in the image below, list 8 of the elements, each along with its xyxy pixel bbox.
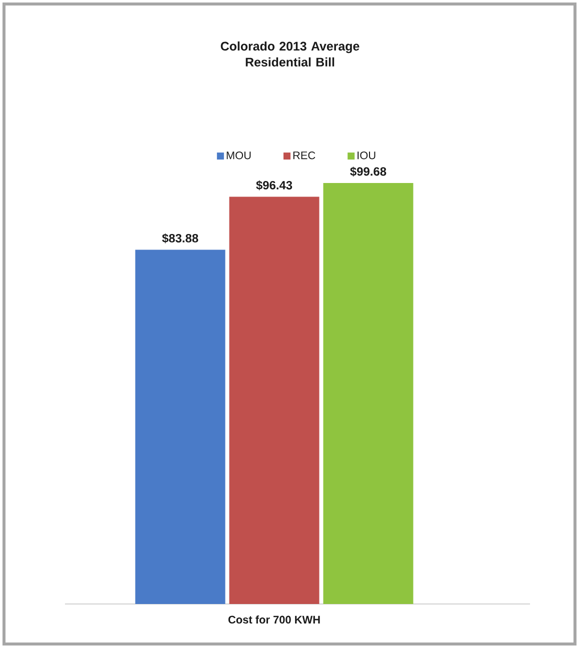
data-label: $99.68 (350, 166, 386, 176)
chart-title: Colorado 2013 Average Residential Bill (220, 41, 360, 67)
legend-label: MOU (226, 151, 251, 160)
data-label: $83.88 (162, 233, 198, 244)
x-axis-title: Cost for 700 KWH (228, 616, 320, 624)
legend-label: IOU (358, 151, 376, 160)
legend-label: REC (293, 151, 316, 160)
data-label: $96.43 (256, 180, 292, 190)
